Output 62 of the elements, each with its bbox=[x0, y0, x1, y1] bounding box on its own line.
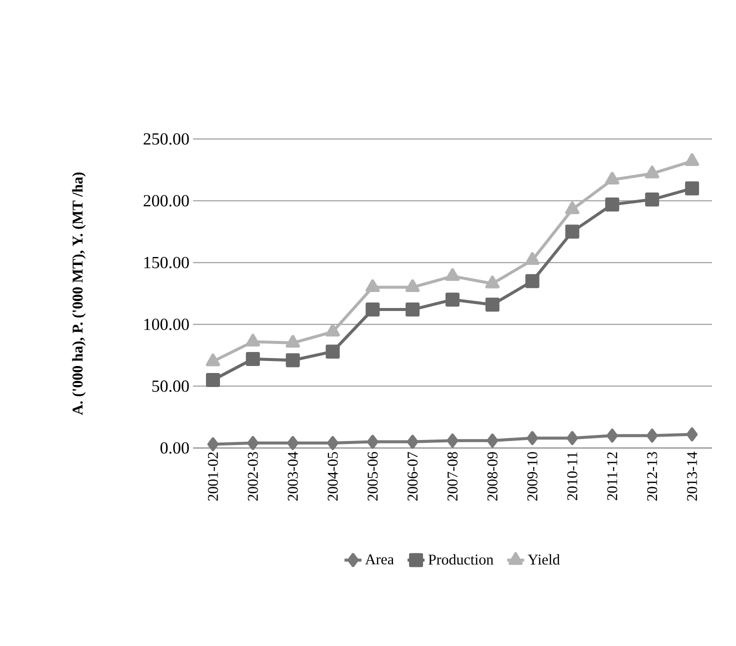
point bbox=[406, 302, 420, 317]
x-tick-label: 2011-12 bbox=[607, 452, 618, 500]
x-tick-label: 2010-11 bbox=[567, 452, 578, 500]
y-tick-label: 150.00 bbox=[144, 256, 189, 268]
y-tick-label: 250.00 bbox=[144, 133, 189, 145]
point bbox=[446, 292, 460, 307]
y-tick-label: 50.00 bbox=[152, 380, 189, 392]
x-tick-label: 2004-05 bbox=[328, 452, 338, 501]
x-tick-label: 2001-02 bbox=[208, 452, 218, 501]
legend-label: Area bbox=[365, 554, 394, 564]
point bbox=[605, 197, 620, 212]
y-axis-title: A. ('000 ha), P. ('000 MT), Y. (MT /ha) bbox=[72, 172, 86, 416]
x-tick-label: 2006-07 bbox=[408, 452, 418, 501]
point bbox=[645, 192, 660, 207]
point bbox=[207, 437, 219, 452]
point bbox=[366, 279, 380, 292]
point bbox=[565, 224, 580, 239]
x-tick-label: 2003-04 bbox=[288, 452, 298, 501]
x-tick-label: 2002-03 bbox=[248, 452, 258, 501]
point bbox=[644, 166, 660, 178]
x-tick-label: 2007-08 bbox=[447, 452, 458, 501]
point bbox=[286, 334, 300, 348]
point bbox=[525, 252, 540, 265]
point bbox=[327, 436, 338, 450]
point bbox=[526, 431, 538, 446]
point bbox=[286, 353, 300, 368]
legend-label: Yield bbox=[528, 554, 560, 565]
x-tick-label: 2008-09 bbox=[487, 452, 498, 501]
point bbox=[485, 298, 500, 312]
point bbox=[247, 436, 259, 450]
point bbox=[326, 344, 340, 359]
y-tick-label: 200.00 bbox=[144, 195, 189, 207]
x-tick-label: 2005-06 bbox=[368, 452, 378, 501]
point bbox=[246, 352, 260, 366]
point bbox=[446, 434, 458, 448]
x-tick-label: 2013-14 bbox=[687, 452, 698, 501]
point bbox=[367, 434, 378, 449]
point bbox=[326, 324, 340, 337]
point bbox=[405, 279, 420, 292]
point bbox=[445, 268, 460, 281]
point bbox=[606, 428, 618, 443]
point bbox=[246, 334, 260, 346]
point bbox=[605, 172, 620, 185]
point bbox=[287, 436, 298, 450]
point bbox=[646, 428, 658, 443]
point bbox=[486, 434, 498, 448]
point bbox=[366, 302, 380, 317]
y-tick-label: 0.00 bbox=[160, 442, 189, 454]
point bbox=[206, 353, 220, 366]
x-tick-label: 2012-13 bbox=[647, 452, 658, 501]
x-tick-label: 2009-10 bbox=[527, 452, 538, 501]
point bbox=[485, 276, 500, 288]
point bbox=[406, 434, 418, 449]
point bbox=[686, 427, 698, 442]
legend-label: Production bbox=[428, 554, 494, 565]
point bbox=[685, 181, 700, 196]
point bbox=[565, 201, 580, 214]
point bbox=[525, 274, 540, 288]
point bbox=[566, 431, 578, 446]
point bbox=[684, 153, 700, 166]
y-tick-label: 100.00 bbox=[144, 318, 189, 330]
point bbox=[206, 373, 220, 388]
